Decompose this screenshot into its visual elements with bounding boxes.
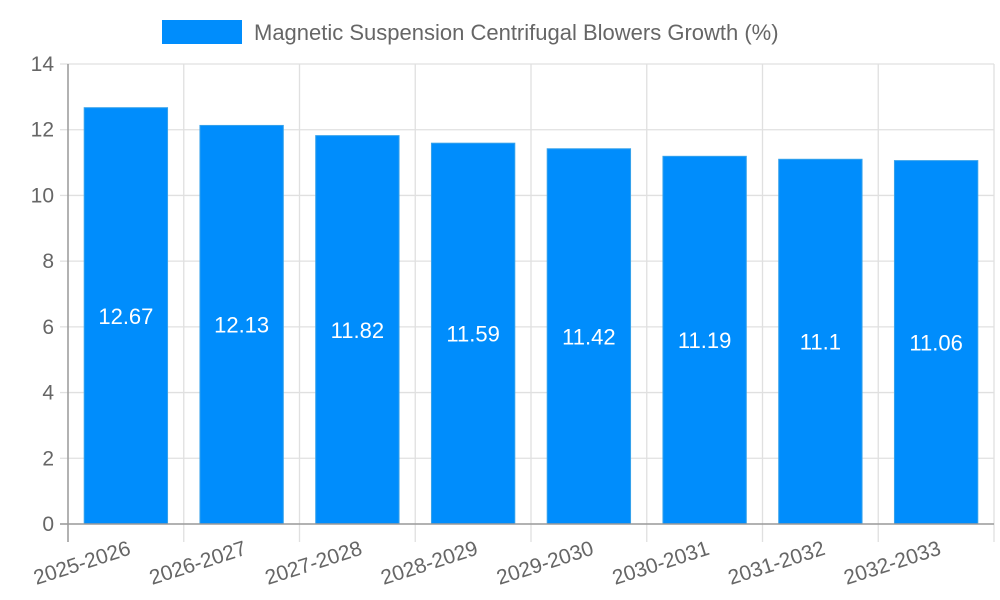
bar-value-label: 12.67 <box>98 304 153 329</box>
y-tick-label: 2 <box>42 447 54 470</box>
x-tick-label: 2025-2026 <box>31 537 134 590</box>
x-tick-label: 2029-2030 <box>494 537 597 590</box>
legend-label: Magnetic Suspension Centrifugal Blowers … <box>254 20 779 45</box>
y-tick-label: 8 <box>42 250 54 273</box>
bar[interactable]: 11.19 <box>662 155 747 525</box>
bar-value-label: 11.06 <box>909 330 962 355</box>
legend-swatch <box>162 20 242 44</box>
bars: 12.67 12.13 11.82 11.59 11.42 11.19 11.1 11.06 <box>83 107 979 525</box>
bar[interactable]: 11.59 <box>430 142 516 525</box>
x-tick-label: 2028-2029 <box>378 537 481 590</box>
bar-value-label: 11.59 <box>446 322 499 347</box>
bar-value-label: 11.1 <box>800 330 841 355</box>
bar[interactable]: 11.1 <box>778 158 863 525</box>
bar-value-label: 11.82 <box>331 318 384 343</box>
x-tick-label: 2026-2027 <box>147 537 250 590</box>
bar-value-label: 12.13 <box>214 313 269 338</box>
chart-legend[interactable]: Magnetic Suspension Centrifugal Blowers … <box>162 20 779 45</box>
y-axis-ticks: 0 2 4 6 8 10 12 14 <box>31 53 55 536</box>
x-tick-label: 2030-2031 <box>610 537 713 590</box>
x-tick-label: 2027-2028 <box>262 537 365 590</box>
y-tick-label: 14 <box>31 53 55 76</box>
bar[interactable]: 11.82 <box>315 135 400 525</box>
y-tick-label: 12 <box>31 119 54 142</box>
y-tick-label: 10 <box>31 184 54 207</box>
x-axis-ticks: 2025-2026 2026-2027 2027-2028 2028-2029 2029… <box>31 537 944 590</box>
x-tick-label: 2031-2032 <box>725 537 828 590</box>
bar-value-label: 11.19 <box>678 328 731 353</box>
bar[interactable]: 11.06 <box>893 160 979 525</box>
bar[interactable]: 12.67 <box>83 107 169 525</box>
x-tick-label: 2032-2033 <box>841 537 944 590</box>
axes <box>60 64 994 542</box>
bar[interactable]: 12.13 <box>199 124 284 525</box>
y-tick-label: 6 <box>42 316 54 339</box>
y-tick-label: 0 <box>42 513 54 536</box>
y-tick-label: 4 <box>42 382 54 405</box>
bar[interactable]: 11.42 <box>546 148 632 525</box>
bar-value-label: 11.42 <box>562 324 615 349</box>
